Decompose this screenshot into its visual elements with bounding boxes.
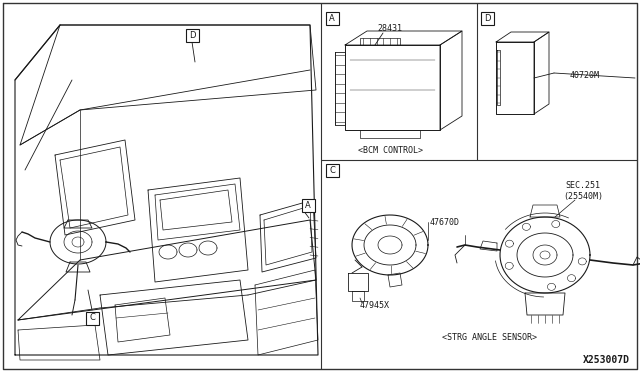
Text: 40720M: 40720M [570, 71, 600, 80]
Text: C: C [89, 314, 95, 323]
Text: A: A [305, 201, 311, 209]
Text: <BCM CONTROL>: <BCM CONTROL> [358, 145, 422, 154]
Bar [326, 164, 339, 176]
Text: 47945X: 47945X [360, 301, 390, 310]
Text: X253007D: X253007D [583, 355, 630, 365]
Bar [326, 12, 339, 25]
Text: 28431: 28431 [378, 23, 403, 32]
Bar [481, 12, 493, 25]
Text: 47670D: 47670D [430, 218, 460, 227]
Text: SEC.251: SEC.251 [565, 180, 600, 189]
Text: A: A [329, 13, 335, 22]
Bar [186, 29, 198, 42]
Text: <STRG ANGLE SENSOR>: <STRG ANGLE SENSOR> [442, 334, 538, 343]
Text: (25540M): (25540M) [563, 192, 603, 201]
Bar [301, 199, 314, 212]
Text: D: D [189, 31, 195, 39]
Text: D: D [484, 13, 490, 22]
Bar [86, 311, 99, 324]
Text: C: C [329, 166, 335, 174]
